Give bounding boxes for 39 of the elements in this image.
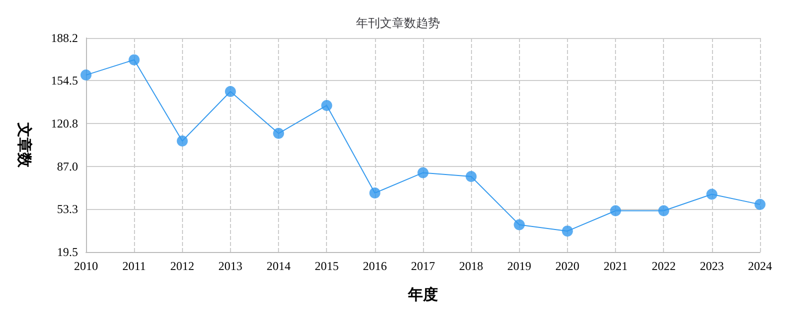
y-axis-title: 文章数 xyxy=(16,122,34,168)
x-tick-label: 2022 xyxy=(652,259,676,273)
x-tick-label: 2020 xyxy=(555,259,580,273)
point xyxy=(128,54,140,66)
x-tick-label: 2023 xyxy=(700,259,724,273)
x-tick-label: 2019 xyxy=(507,259,532,273)
point xyxy=(562,226,573,237)
point xyxy=(514,219,525,230)
x-tick-label: 2024 xyxy=(748,259,772,273)
point xyxy=(418,167,428,178)
x-tick-label: 2017 xyxy=(411,259,435,273)
point xyxy=(369,188,380,199)
x-tick-label: 2015 xyxy=(314,259,339,273)
x-tick-label: 2012 xyxy=(170,259,194,273)
point xyxy=(754,198,766,210)
y-tick-label: 87.0 xyxy=(57,159,78,174)
x-axis-title: 年度 xyxy=(407,286,438,304)
point xyxy=(610,205,622,216)
y-tick-label: 19.5 xyxy=(57,245,78,259)
x-tick-label: 2011 xyxy=(122,259,146,273)
x-tick-label: 2014 xyxy=(266,259,291,273)
point xyxy=(706,188,718,200)
y-tick-label: 188.2 xyxy=(51,31,78,45)
point xyxy=(321,100,332,111)
point xyxy=(80,70,92,81)
y-tick-label: 120.8 xyxy=(51,116,78,130)
point xyxy=(466,171,477,182)
point xyxy=(658,205,670,216)
y-tick-label: 154.5 xyxy=(51,74,78,88)
x-tick-label: 2013 xyxy=(218,259,242,273)
x-tick-label: 2010 xyxy=(74,259,98,273)
x-tick-label: 2018 xyxy=(459,259,484,273)
point xyxy=(176,136,188,146)
y-tick-label: 53.3 xyxy=(57,202,78,216)
point xyxy=(273,128,284,139)
chart-title: 年刊文章数趋势 xyxy=(356,16,440,30)
x-tick-label: 2016 xyxy=(362,259,387,273)
x-tick-label: 2021 xyxy=(604,259,628,273)
point xyxy=(224,86,236,98)
